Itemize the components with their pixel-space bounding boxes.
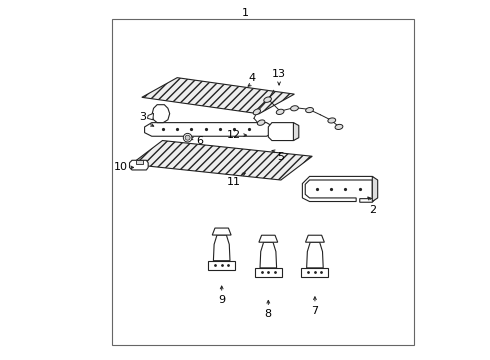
Polygon shape: [301, 268, 328, 277]
Text: 10: 10: [114, 162, 128, 172]
Text: 13: 13: [272, 69, 286, 79]
Text: 11: 11: [227, 177, 241, 187]
Text: 4: 4: [248, 73, 256, 83]
Ellipse shape: [328, 118, 336, 123]
Text: 1: 1: [242, 8, 248, 18]
Ellipse shape: [291, 106, 298, 111]
Text: 12: 12: [227, 130, 241, 140]
Ellipse shape: [276, 109, 284, 114]
Polygon shape: [302, 176, 376, 202]
Text: 7: 7: [311, 306, 318, 316]
Polygon shape: [372, 176, 378, 202]
Text: 9: 9: [218, 295, 225, 305]
Ellipse shape: [306, 108, 314, 113]
Text: 3: 3: [139, 112, 147, 122]
Text: 5: 5: [277, 152, 284, 162]
Polygon shape: [212, 228, 231, 235]
Polygon shape: [259, 235, 278, 242]
Polygon shape: [269, 123, 297, 140]
Polygon shape: [142, 78, 294, 114]
Polygon shape: [294, 123, 299, 140]
Polygon shape: [145, 123, 274, 136]
Polygon shape: [208, 261, 235, 270]
Polygon shape: [260, 242, 276, 268]
Polygon shape: [214, 235, 230, 261]
Circle shape: [183, 134, 192, 142]
Polygon shape: [307, 242, 323, 268]
Text: 2: 2: [369, 206, 376, 216]
Ellipse shape: [257, 120, 265, 125]
Text: 6: 6: [196, 136, 204, 145]
Polygon shape: [306, 235, 324, 242]
Polygon shape: [131, 140, 312, 180]
Circle shape: [185, 135, 190, 140]
Bar: [112, 19, 414, 345]
Text: 8: 8: [265, 310, 272, 319]
Ellipse shape: [253, 109, 261, 115]
Polygon shape: [152, 105, 170, 123]
Polygon shape: [129, 160, 148, 170]
Ellipse shape: [335, 124, 343, 130]
Polygon shape: [136, 160, 143, 164]
Ellipse shape: [264, 97, 271, 102]
Polygon shape: [255, 268, 282, 277]
Polygon shape: [147, 113, 153, 120]
